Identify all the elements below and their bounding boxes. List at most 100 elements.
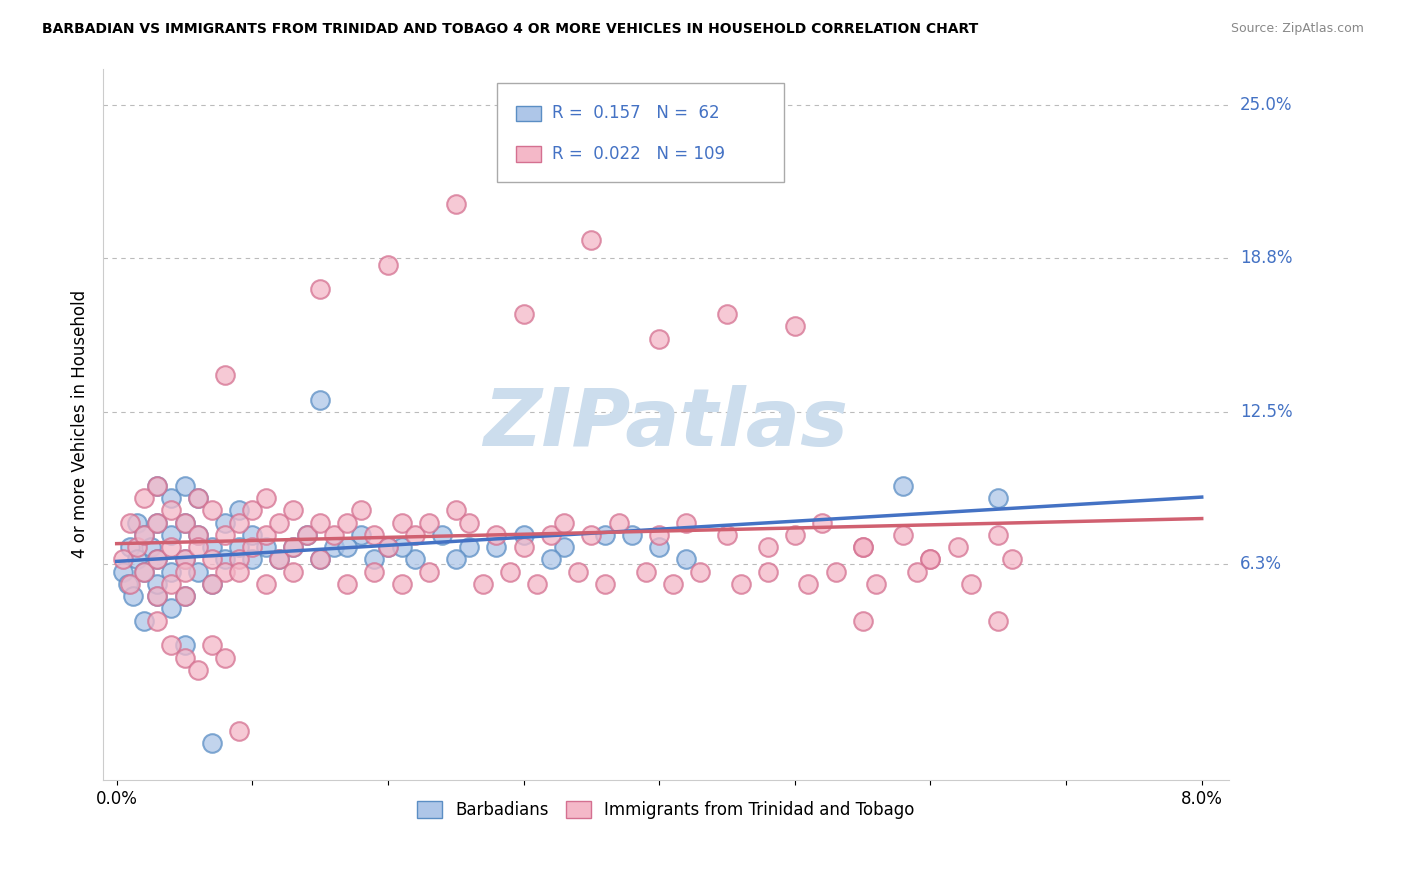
Point bbox=[281, 540, 304, 554]
Point bbox=[173, 565, 195, 579]
FancyBboxPatch shape bbox=[516, 105, 541, 121]
Point bbox=[281, 565, 304, 579]
Point bbox=[891, 528, 914, 542]
Point bbox=[112, 552, 135, 566]
Point bbox=[689, 565, 711, 579]
Text: BARBADIAN VS IMMIGRANTS FROM TRINIDAD AND TOBAGO 4 OR MORE VEHICLES IN HOUSEHOLD: BARBADIAN VS IMMIGRANTS FROM TRINIDAD AN… bbox=[42, 22, 979, 37]
Point bbox=[322, 528, 344, 542]
Point bbox=[117, 577, 139, 591]
Point bbox=[581, 528, 603, 542]
Point bbox=[444, 552, 467, 566]
Point bbox=[418, 516, 440, 530]
Point bbox=[648, 331, 671, 345]
Point bbox=[593, 528, 616, 542]
Point bbox=[621, 528, 644, 542]
Point bbox=[363, 528, 385, 542]
Point bbox=[648, 528, 671, 542]
Point bbox=[987, 491, 1010, 505]
Point bbox=[228, 540, 250, 554]
Point bbox=[540, 552, 562, 566]
Point bbox=[160, 491, 183, 505]
Point bbox=[122, 589, 145, 603]
Point bbox=[295, 528, 318, 542]
Point bbox=[322, 540, 344, 554]
Point bbox=[730, 577, 752, 591]
Point bbox=[228, 552, 250, 566]
Point bbox=[581, 233, 603, 247]
Point bbox=[146, 479, 169, 493]
Point bbox=[146, 589, 169, 603]
Point bbox=[363, 552, 385, 566]
Point bbox=[228, 565, 250, 579]
Point bbox=[201, 503, 224, 517]
Point bbox=[146, 552, 169, 566]
Point bbox=[146, 516, 169, 530]
Point bbox=[269, 516, 291, 530]
Point bbox=[852, 540, 875, 554]
Point bbox=[281, 540, 304, 554]
Legend: Barbadians, Immigrants from Trinidad and Tobago: Barbadians, Immigrants from Trinidad and… bbox=[411, 794, 921, 825]
Point bbox=[173, 552, 195, 566]
Point bbox=[240, 503, 263, 517]
Point bbox=[512, 307, 534, 321]
Point bbox=[214, 368, 236, 383]
Point bbox=[173, 589, 195, 603]
Point bbox=[418, 565, 440, 579]
Point bbox=[228, 724, 250, 739]
Point bbox=[201, 552, 224, 566]
Point bbox=[173, 516, 195, 530]
Point bbox=[404, 552, 426, 566]
Text: Source: ZipAtlas.com: Source: ZipAtlas.com bbox=[1230, 22, 1364, 36]
Point bbox=[444, 503, 467, 517]
Text: ZIPatlas: ZIPatlas bbox=[484, 385, 848, 464]
Text: 6.3%: 6.3% bbox=[1240, 556, 1282, 574]
Text: 25.0%: 25.0% bbox=[1240, 96, 1292, 114]
Point bbox=[499, 565, 522, 579]
Point bbox=[987, 614, 1010, 628]
Point bbox=[309, 552, 332, 566]
Point bbox=[160, 601, 183, 615]
Point bbox=[146, 516, 169, 530]
Point bbox=[458, 540, 481, 554]
Y-axis label: 4 or more Vehicles in Household: 4 or more Vehicles in Household bbox=[72, 291, 89, 558]
Point bbox=[160, 503, 183, 517]
Point bbox=[125, 540, 148, 554]
Point bbox=[160, 540, 183, 554]
Point bbox=[120, 516, 142, 530]
Point bbox=[648, 540, 671, 554]
Point bbox=[309, 392, 332, 407]
Point bbox=[783, 528, 806, 542]
Point bbox=[139, 540, 162, 554]
Point bbox=[350, 503, 373, 517]
Point bbox=[512, 540, 534, 554]
Point bbox=[269, 552, 291, 566]
Point bbox=[432, 528, 454, 542]
Point bbox=[336, 516, 359, 530]
Point bbox=[214, 565, 236, 579]
Point bbox=[756, 540, 779, 554]
Point bbox=[960, 577, 983, 591]
Point bbox=[173, 650, 195, 665]
Point bbox=[377, 258, 399, 272]
Point bbox=[132, 528, 155, 542]
Point bbox=[201, 638, 224, 652]
Point bbox=[146, 589, 169, 603]
Point bbox=[309, 516, 332, 530]
Point bbox=[852, 614, 875, 628]
Point bbox=[526, 577, 548, 591]
Point bbox=[146, 552, 169, 566]
Point bbox=[228, 516, 250, 530]
Point bbox=[920, 552, 942, 566]
Point bbox=[120, 540, 142, 554]
Point bbox=[160, 528, 183, 542]
Point bbox=[240, 552, 263, 566]
Point bbox=[946, 540, 969, 554]
Point bbox=[120, 577, 142, 591]
Point bbox=[350, 528, 373, 542]
Point bbox=[132, 528, 155, 542]
Point bbox=[187, 565, 209, 579]
Point bbox=[811, 516, 834, 530]
Point bbox=[783, 319, 806, 334]
Point bbox=[309, 552, 332, 566]
Point bbox=[187, 528, 209, 542]
